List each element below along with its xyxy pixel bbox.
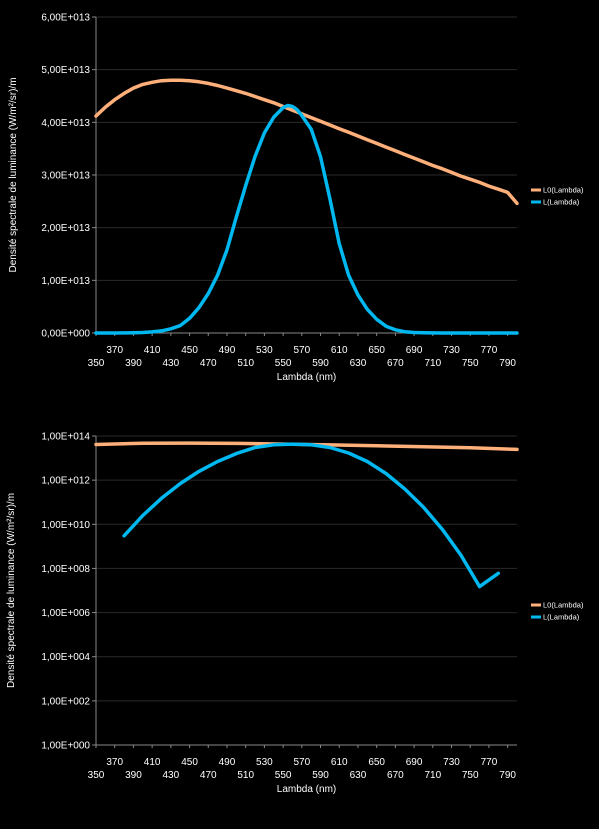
x-tick-label: 790 [499,358,516,369]
x-tick-label: 530 [256,345,273,356]
x-tick-label: 510 [237,770,254,781]
x-tick-label: 630 [350,770,367,781]
y-tick-label: 6,00E+013 [41,13,90,24]
x-axis-title: Lambda (nm) [277,372,336,383]
x-tick-label: 430 [163,770,180,781]
x-tick-label: 610 [331,345,348,356]
y-axis-title: Densité spectrale de luminance (W/m²/sr)… [6,493,17,688]
legend-label: L0(Lambda) [543,601,584,610]
x-tick-label: 370 [106,757,123,768]
x-tick-label: 570 [293,757,310,768]
x-tick-label: 730 [443,757,460,768]
x-tick-label: 350 [88,358,105,369]
y-axis-title: Densité spectrale de luminance (W/m²/sr)… [8,77,19,272]
x-tick-label: 650 [368,345,385,356]
y-tick-label: 1,00E+000 [41,741,90,752]
x-tick-label: 390 [125,358,142,369]
x-tick-label: 590 [312,770,329,781]
x-tick-label: 490 [219,757,236,768]
series-line-llambda [94,103,519,335]
legend-label: L(Lambda) [543,613,580,622]
y-tick-label: 1,00E+010 [41,520,90,531]
y-tick-label: 0,00E+000 [41,329,90,340]
x-tick-label: 690 [406,345,423,356]
chart-linear: 0,00E+000 1,00E+013 2,00E+013 3,00E+013 4,00… [8,13,584,384]
y-tick-label: 3,00E+013 [41,171,90,182]
x-tick-label: 690 [406,757,423,768]
x-tick-label: 650 [368,757,385,768]
x-tick-label: 710 [424,358,441,369]
legend-label: L(Lambda) [543,198,580,207]
x-tick-label: 750 [462,770,479,781]
y-tick-label: 1,00E+012 [41,476,90,487]
x-tick-label: 490 [219,345,236,356]
x-tick-label: 630 [350,358,367,369]
x-tick-label: 510 [237,358,254,369]
x-tick-label: 450 [181,757,198,768]
x-tick-label: 750 [462,358,479,369]
y-tick-label: 5,00E+013 [41,65,90,76]
x-axis-title: Lambda (nm) [277,784,336,795]
x-tick-label: 770 [481,757,498,768]
chart-log: 1,00E+000 1,00E+002 1,00E+004 1,00E+006 1,00… [6,432,584,796]
x-tick-label: 410 [144,345,161,356]
x-tick-label: 590 [312,358,329,369]
x-tick-label: 530 [256,757,273,768]
y-tick-label: 1,00E+008 [41,564,90,575]
x-tick-label: 570 [293,345,310,356]
series-line-l0lambda [94,78,519,206]
y-tick-label: 4,00E+013 [41,118,90,129]
x-tick-label: 470 [200,358,217,369]
x-tick-label: 710 [424,770,441,781]
x-tick-label: 350 [88,770,105,781]
x-tick-label: 670 [387,358,404,369]
x-tick-label: 550 [275,358,292,369]
y-tick-label: 1,00E+002 [41,696,90,707]
y-tick-label: 2,00E+013 [41,223,90,234]
x-tick-label: 370 [106,345,123,356]
y-tick-label: 1,00E+004 [41,652,90,663]
x-tick-label: 430 [163,358,180,369]
x-tick-label: 470 [200,770,217,781]
x-tick-label: 390 [125,770,142,781]
x-tick-label: 610 [331,757,348,768]
series-line-llambda [122,442,501,589]
x-tick-label: 410 [144,757,161,768]
y-tick-label: 1,00E+014 [41,432,90,443]
x-tick-label: 730 [443,345,460,356]
legend-label: L0(Lambda) [543,186,584,195]
x-tick-label: 770 [481,345,498,356]
x-tick-label: 790 [499,770,516,781]
x-tick-label: 550 [275,770,292,781]
x-tick-label: 670 [387,770,404,781]
y-tick-label: 1,00E+006 [41,608,90,619]
y-tick-label: 1,00E+013 [41,276,90,287]
x-tick-label: 450 [181,345,198,356]
